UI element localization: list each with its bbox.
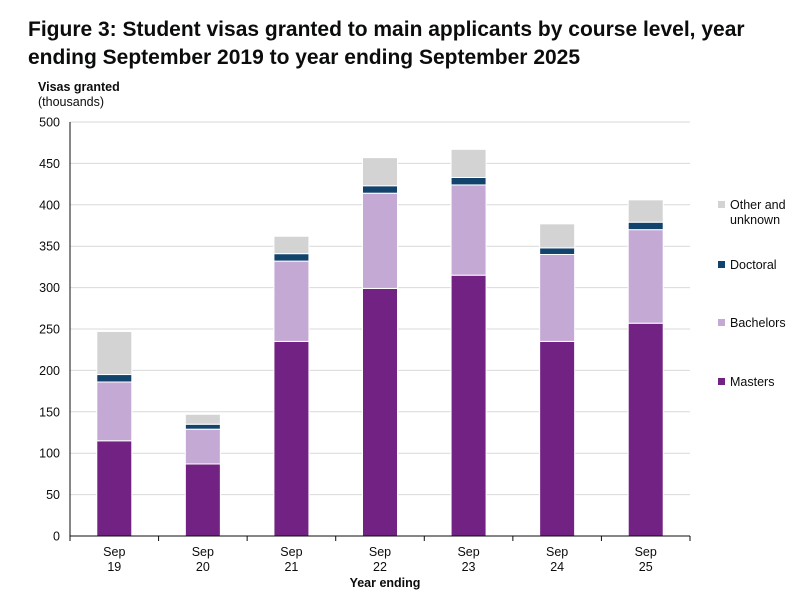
bar-segment-bachelors bbox=[362, 192, 398, 289]
legend-label: Masters bbox=[730, 375, 774, 389]
bar-segment-bachelors bbox=[96, 381, 133, 442]
x-tick-label: 24 bbox=[550, 560, 564, 574]
bar-segment-doctoral bbox=[273, 253, 310, 262]
bar-segment-other-and-unknown bbox=[362, 157, 398, 187]
x-tick-label: Sep bbox=[192, 545, 214, 559]
x-tick-label: Sep bbox=[369, 545, 391, 559]
y-tick-label: 350 bbox=[39, 240, 60, 254]
bar-segment-masters bbox=[450, 274, 487, 537]
x-tick-label: 22 bbox=[373, 560, 387, 574]
y-tick-label: 450 bbox=[39, 157, 60, 171]
y-tick-label: 400 bbox=[39, 198, 60, 212]
legend-swatch bbox=[718, 261, 725, 268]
x-tick-label: Sep bbox=[635, 545, 657, 559]
x-tick-label: Sep bbox=[546, 545, 568, 559]
legend-swatch bbox=[718, 319, 725, 326]
bar-segment-doctoral bbox=[627, 221, 664, 231]
y-axis-label: Visas granted (thousands) bbox=[38, 80, 120, 110]
bar-segment-bachelors bbox=[450, 184, 487, 276]
y-tick-label: 250 bbox=[39, 323, 60, 337]
y-axis-label-line1: Visas granted bbox=[38, 80, 120, 94]
x-tick-label: 23 bbox=[462, 560, 476, 574]
bar-segment-doctoral bbox=[450, 176, 487, 186]
legend-label: unknown bbox=[730, 213, 780, 227]
bar-segment-bachelors bbox=[539, 253, 576, 342]
bar-segment-bachelors bbox=[273, 260, 310, 342]
bar-segment-doctoral bbox=[184, 423, 221, 430]
y-tick-label: 500 bbox=[39, 116, 60, 130]
y-tick-label: 150 bbox=[39, 405, 60, 419]
legend-label: Other and bbox=[730, 198, 786, 212]
y-tick-labels: 0 50 100 150 200 250 300 350 400 450 500 bbox=[39, 116, 60, 544]
x-tick-label: 20 bbox=[196, 560, 210, 574]
y-tick-label: 0 bbox=[53, 530, 60, 544]
bar-segment-masters bbox=[627, 322, 664, 537]
chart-title: Figure 3: Student visas granted to main … bbox=[28, 18, 745, 69]
bar-segment-masters bbox=[362, 287, 398, 537]
bar-segment-masters bbox=[184, 463, 221, 537]
bar-segment-bachelors bbox=[627, 229, 664, 324]
x-tick-label: Sep bbox=[280, 545, 302, 559]
y-tick-label: 300 bbox=[39, 281, 60, 295]
y-tick-label: 200 bbox=[39, 364, 60, 378]
bar-segment-doctoral bbox=[362, 185, 398, 194]
x-tick-label: Sep bbox=[457, 545, 479, 559]
bar-segment-other-and-unknown bbox=[539, 223, 576, 249]
x-tick-label: 19 bbox=[107, 560, 121, 574]
x-tick-label: 21 bbox=[284, 560, 298, 574]
legend-swatch bbox=[718, 201, 725, 208]
bar-segment-masters bbox=[273, 340, 310, 537]
legend-label: Bachelors bbox=[730, 316, 786, 330]
x-tick-label: Sep bbox=[103, 545, 125, 559]
bar-segment-other-and-unknown bbox=[184, 413, 221, 425]
bar-segment-masters bbox=[96, 440, 133, 537]
axes bbox=[69, 122, 691, 541]
y-axis-label-line2: (thousands) bbox=[38, 95, 105, 109]
bar-segment-other-and-unknown bbox=[96, 330, 133, 376]
legend-label: Doctoral bbox=[730, 258, 777, 272]
bar-segment-other-and-unknown bbox=[627, 199, 664, 223]
legend-swatch bbox=[718, 378, 725, 385]
bar-segment-other-and-unknown bbox=[450, 148, 487, 178]
bars bbox=[96, 148, 664, 537]
bar-segment-bachelors bbox=[184, 428, 221, 465]
bar-segment-masters bbox=[539, 340, 576, 537]
x-axis-label: Year ending bbox=[350, 576, 421, 590]
bar-segment-doctoral bbox=[96, 374, 133, 383]
y-tick-label: 100 bbox=[39, 447, 60, 461]
x-tick-label: 25 bbox=[639, 560, 653, 574]
y-tick-label: 50 bbox=[46, 488, 60, 502]
bar-segment-other-and-unknown bbox=[273, 235, 310, 255]
bar-segment-doctoral bbox=[539, 247, 576, 255]
